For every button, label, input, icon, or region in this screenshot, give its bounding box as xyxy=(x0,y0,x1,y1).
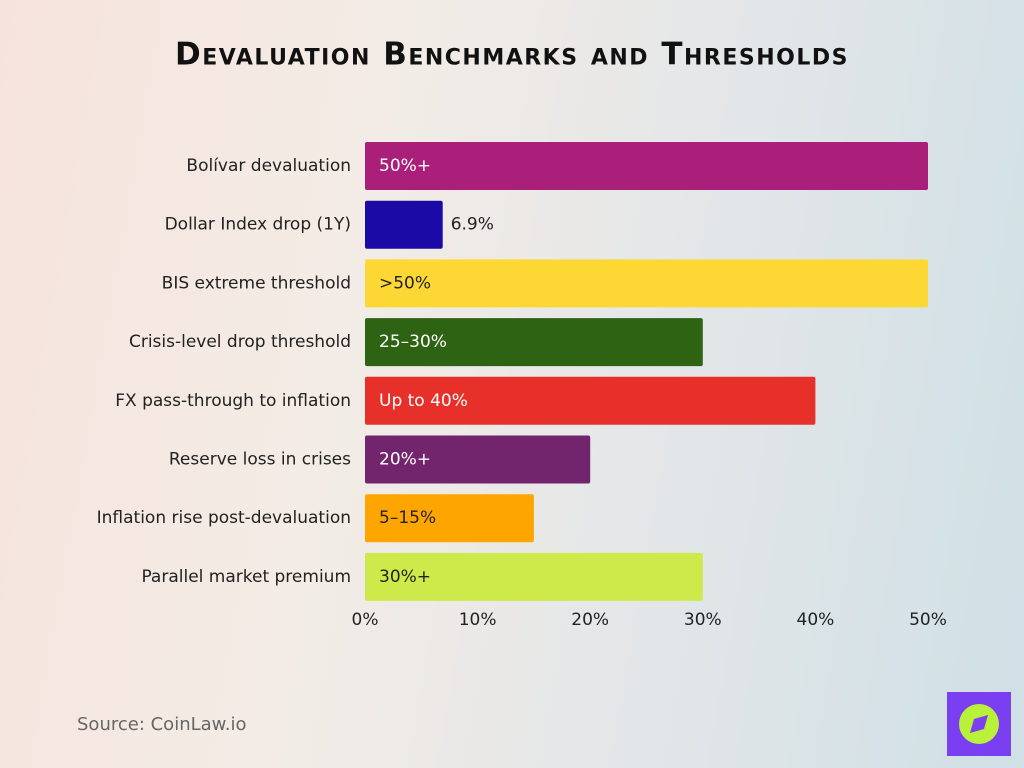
bar xyxy=(365,259,928,308)
value-label: 30%+ xyxy=(379,567,431,587)
value-label: >50% xyxy=(379,273,431,293)
bar xyxy=(365,142,928,190)
bar xyxy=(365,376,816,425)
bar xyxy=(365,435,591,484)
bar xyxy=(365,200,443,249)
x-tick-label: 20% xyxy=(571,610,609,630)
value-label: 20%+ xyxy=(379,450,431,470)
y-tick-label: Dollar Index drop (1Y) xyxy=(165,215,351,235)
value-label: 6.9% xyxy=(451,215,494,235)
y-tick-label: Bolívar devaluation xyxy=(186,156,351,176)
y-tick-label: BIS extreme threshold xyxy=(162,273,351,293)
y-tick-label: Parallel market premium xyxy=(141,567,351,587)
source: Source: CoinLaw.io xyxy=(77,714,246,735)
chart-title: Devaluation Benchmarks and Thresholds xyxy=(175,37,849,73)
bar xyxy=(365,552,703,601)
value-label: 50%+ xyxy=(379,156,431,176)
logo xyxy=(947,692,1011,756)
x-tick-label: 0% xyxy=(352,610,379,630)
bar xyxy=(365,494,534,543)
y-tick-label: FX pass-through to inflation xyxy=(115,391,351,411)
x-tick-label: 50% xyxy=(909,610,947,630)
y-tick-label: Reserve loss in crises xyxy=(169,450,351,470)
bar xyxy=(365,318,703,367)
y-tick-label: Inflation rise post-devaluation xyxy=(97,508,351,528)
x-tick-label: 30% xyxy=(684,610,722,630)
y-tick-label: Crisis-level drop threshold xyxy=(129,332,351,352)
value-label: 25–30% xyxy=(379,332,447,352)
value-label: Up to 40% xyxy=(379,391,468,411)
x-tick-label: 40% xyxy=(797,610,835,630)
value-label: 5–15% xyxy=(379,508,436,528)
x-tick-label: 10% xyxy=(459,610,497,630)
